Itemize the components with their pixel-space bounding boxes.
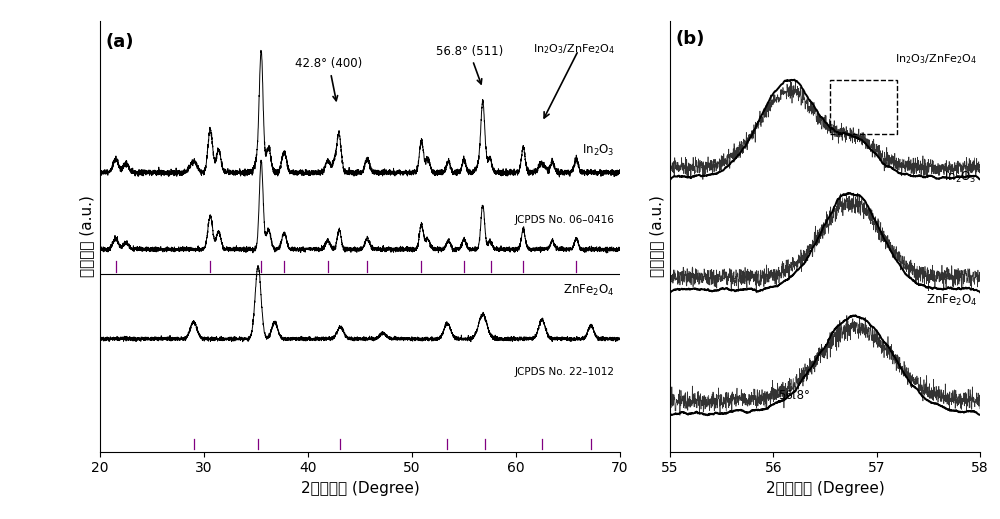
Text: $\mathrm{In_2O_3/ZnFe_2O_4}$: $\mathrm{In_2O_3/ZnFe_2O_4}$	[533, 42, 615, 56]
X-axis label: 2倍衄射角 (Degree): 2倍衄射角 (Degree)	[766, 481, 884, 496]
Text: $\mathrm{In_2O_3}$: $\mathrm{In_2O_3}$	[944, 170, 977, 185]
Bar	[830, 80, 897, 134]
Text: $\mathrm{In_2O_3/ZnFe_2O_4}$: $\mathrm{In_2O_3/ZnFe_2O_4}$	[895, 52, 977, 66]
Text: 42.8° (400): 42.8° (400)	[295, 57, 362, 101]
Y-axis label: 相对强度 (a.u.): 相对强度 (a.u.)	[79, 195, 94, 277]
Text: JCPDS No. 22–1012: JCPDS No. 22–1012	[515, 367, 615, 377]
Text: $\mathrm{ZnFe_2O_4}$: $\mathrm{ZnFe_2O_4}$	[926, 293, 977, 308]
Text: (b): (b)	[675, 30, 705, 48]
X-axis label: 2倍衄射角 (Degree): 2倍衄射角 (Degree)	[301, 481, 419, 496]
Text: $\mathrm{ZnFe_2O_4}$: $\mathrm{ZnFe_2O_4}$	[563, 283, 615, 298]
Text: 56.8° (511): 56.8° (511)	[436, 45, 503, 84]
Text: $\mathrm{In_2O_3}$: $\mathrm{In_2O_3}$	[582, 143, 615, 158]
Text: (a): (a)	[105, 33, 134, 51]
Text: JCPDS No. 06–0416: JCPDS No. 06–0416	[515, 215, 615, 225]
Y-axis label: 相对强度 (a.u.): 相对强度 (a.u.)	[649, 195, 664, 277]
Text: 56.8°: 56.8°	[778, 389, 810, 402]
